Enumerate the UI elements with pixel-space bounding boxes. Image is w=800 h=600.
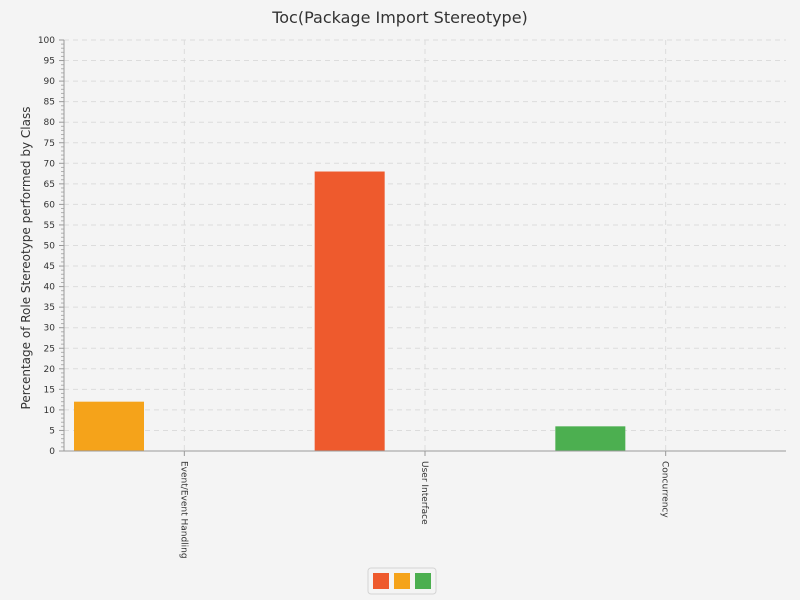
y-tick-label: 55 — [44, 221, 55, 231]
y-tick-label: 65 — [44, 180, 55, 190]
y-tick-label: 30 — [44, 324, 56, 334]
x-tick-label: User Interface — [419, 461, 429, 525]
bars — [74, 171, 626, 451]
y-tick-label: 75 — [44, 139, 55, 149]
y-tick-label: 25 — [44, 344, 55, 354]
y-tick-label: 35 — [44, 303, 55, 313]
y-tick-label: 70 — [44, 159, 56, 169]
axes: 0 5 10 15 20 25 30 35 40 45 50 55 60 65 70 75 80 85 90 95 10… — [38, 36, 786, 559]
legend-swatch — [394, 573, 410, 589]
y-tick-label: 40 — [44, 283, 56, 293]
bar — [314, 171, 385, 451]
y-tick-label: 95 — [44, 57, 55, 67]
y-tick-label: 0 — [49, 447, 55, 457]
y-tick-label: 50 — [44, 242, 56, 252]
y-tick-label: 10 — [44, 406, 56, 416]
y-tick-label: 20 — [44, 365, 56, 375]
y-tick-label: 5 — [49, 426, 55, 436]
grid — [64, 39, 786, 451]
y-tick-label: 90 — [44, 77, 56, 87]
bar — [555, 426, 626, 451]
legend-swatch — [373, 573, 389, 589]
chart-title: Toc(Package Import Stereotype) — [271, 8, 528, 27]
y-tick-label: 80 — [44, 118, 56, 128]
y-tick-label: 85 — [44, 98, 55, 108]
y-tick-label: 100 — [38, 36, 55, 46]
x-tick-label: Concurrency — [660, 461, 670, 518]
bar — [74, 401, 144, 451]
y-tick-label: 60 — [44, 200, 56, 210]
y-tick-label: 15 — [44, 385, 55, 395]
legend — [367, 567, 437, 595]
y-tick-label: 45 — [44, 262, 55, 272]
legend-swatch — [415, 573, 431, 589]
y-axis-title: Percentage of Role Stereotype performed … — [19, 107, 33, 410]
x-tick-label: Event/Event Handling — [178, 461, 188, 559]
